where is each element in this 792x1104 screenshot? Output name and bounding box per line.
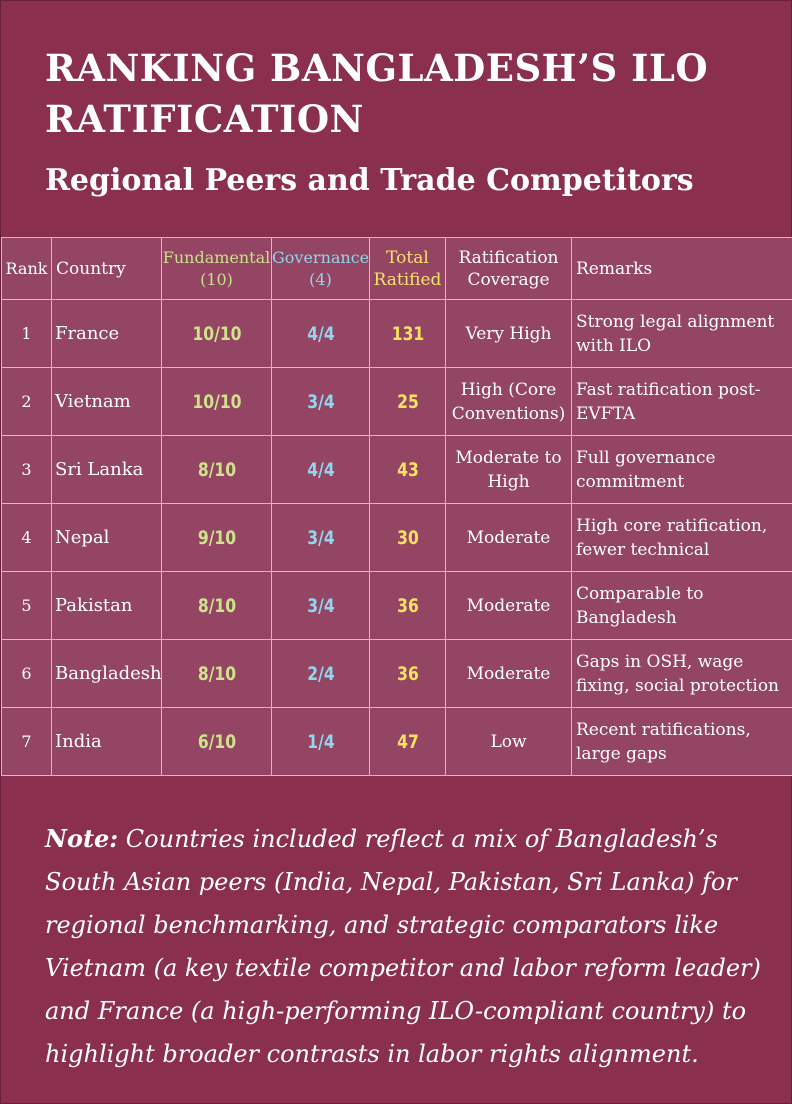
cell-governance: 1/4 bbox=[279, 707, 362, 776]
cell-fundamental: 10/10 bbox=[170, 367, 263, 436]
cell-coverage: Low bbox=[445, 707, 572, 776]
table-row: 3 Sri Lanka 8/10 4/4 43 Moderate to High… bbox=[1, 435, 792, 504]
cell-remarks: High core ratification, fewer technical bbox=[571, 503, 792, 572]
cell-country: Pakistan bbox=[51, 571, 162, 640]
cell-rank: 4 bbox=[1, 503, 52, 572]
cell-coverage: Moderate to High bbox=[445, 435, 572, 504]
cell-coverage: High (Core Conventions) bbox=[445, 367, 572, 436]
cell-governance: 3/4 bbox=[279, 367, 362, 436]
page-title: RANKING BANGLADESH’S ILO RATIFICATION bbox=[45, 46, 709, 141]
cell-country: India bbox=[51, 707, 162, 776]
column-header-coverage: Ratification Coverage bbox=[445, 237, 572, 300]
table-row: 1 France 10/10 4/4 131 Very High Strong … bbox=[1, 299, 792, 368]
cell-fundamental: 9/10 bbox=[170, 503, 263, 572]
ratification-table: Rank Country Fundamental (10) Governance(… bbox=[1, 237, 792, 776]
cell-coverage: Moderate bbox=[445, 571, 572, 640]
table-row: 6 Bangladesh 8/10 2/4 36 Moderate Gaps i… bbox=[1, 639, 792, 708]
cell-rank: 5 bbox=[1, 571, 52, 640]
cell-remarks: Comparable to Bangladesh bbox=[571, 571, 792, 640]
cell-total: 25 bbox=[375, 367, 440, 436]
cell-total: 131 bbox=[375, 299, 440, 368]
cell-remarks: Gaps in OSH, wage fixing, social protect… bbox=[571, 639, 792, 708]
cell-total: 36 bbox=[375, 571, 440, 640]
cell-total: 47 bbox=[375, 707, 440, 776]
cell-governance: 4/4 bbox=[279, 299, 362, 368]
column-header-country: Country bbox=[51, 237, 162, 300]
table-row: 5 Pakistan 8/10 3/4 36 Moderate Comparab… bbox=[1, 571, 792, 640]
column-header-rank: Rank bbox=[1, 237, 52, 300]
cell-country: Vietnam bbox=[51, 367, 162, 436]
table-row: 2 Vietnam 10/10 3/4 25 High (Core Conven… bbox=[1, 367, 792, 436]
cell-remarks: Full governance commitment bbox=[571, 435, 792, 504]
cell-remarks: Recent ratifications, large gaps bbox=[571, 707, 792, 776]
cell-country: Sri Lanka bbox=[51, 435, 162, 504]
table-row: 4 Nepal 9/10 3/4 30 Moderate High core r… bbox=[1, 503, 792, 572]
cell-country: Nepal bbox=[51, 503, 162, 572]
cell-governance: 4/4 bbox=[279, 435, 362, 504]
table-row: 7 India 6/10 1/4 47 Low Recent ratificat… bbox=[1, 707, 792, 776]
cell-coverage: Very High bbox=[445, 299, 572, 368]
column-header-total: Total Ratified bbox=[369, 237, 446, 300]
cell-fundamental: 8/10 bbox=[170, 639, 263, 708]
cell-country: Bangladesh bbox=[51, 639, 162, 708]
cell-fundamental: 6/10 bbox=[170, 707, 263, 776]
cell-total: 30 bbox=[375, 503, 440, 572]
cell-total: 43 bbox=[375, 435, 440, 504]
cell-coverage: Moderate bbox=[445, 503, 572, 572]
note-text: Countries included reflect a mix of Bang… bbox=[45, 825, 761, 1068]
cell-country: France bbox=[51, 299, 162, 368]
note-label: Note: bbox=[45, 824, 119, 853]
cell-governance: 3/4 bbox=[279, 503, 362, 572]
cell-rank: 6 bbox=[1, 639, 52, 708]
column-header-governance: Governance (4) bbox=[271, 237, 370, 300]
cell-coverage: Moderate bbox=[445, 639, 572, 708]
ratification-table-container: Rank Country Fundamental (10) Governance(… bbox=[1, 237, 792, 776]
page-subtitle: Regional Peers and Trade Competitors bbox=[45, 163, 694, 198]
table-header-row: Rank Country Fundamental (10) Governance(… bbox=[1, 237, 792, 300]
cell-rank: 1 bbox=[1, 299, 52, 368]
footnote: Note: Countries included reflect a mix o… bbox=[45, 817, 765, 1076]
cell-fundamental: 8/10 bbox=[170, 571, 263, 640]
cell-fundamental: 8/10 bbox=[170, 435, 263, 504]
cell-remarks: Fast ratification post-EVFTA bbox=[571, 367, 792, 436]
cell-total: 36 bbox=[375, 639, 440, 708]
cell-remarks: Strong legal alignment with ILO bbox=[571, 299, 792, 368]
cell-governance: 3/4 bbox=[279, 571, 362, 640]
cell-rank: 3 bbox=[1, 435, 52, 504]
cell-fundamental: 10/10 bbox=[170, 299, 263, 368]
cell-governance: 2/4 bbox=[279, 639, 362, 708]
column-header-remarks: Remarks bbox=[571, 237, 792, 300]
column-header-fundamental: Fundamental (10) bbox=[161, 237, 272, 300]
cell-rank: 2 bbox=[1, 367, 52, 436]
cell-rank: 7 bbox=[1, 707, 52, 776]
